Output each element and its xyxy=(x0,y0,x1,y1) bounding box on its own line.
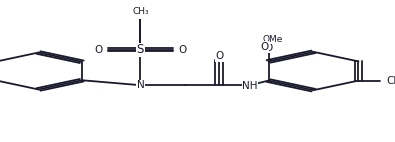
Text: CH₃: CH₃ xyxy=(132,7,149,16)
Text: N: N xyxy=(137,80,144,90)
Text: OMe: OMe xyxy=(262,35,282,44)
Text: O: O xyxy=(264,43,273,53)
Text: O: O xyxy=(215,51,223,61)
Text: NH: NH xyxy=(242,81,258,91)
Text: O: O xyxy=(261,41,269,52)
Text: O: O xyxy=(94,45,102,55)
Text: Cl: Cl xyxy=(386,76,395,86)
Text: S: S xyxy=(137,43,144,56)
Text: O: O xyxy=(179,45,187,55)
Text: S: S xyxy=(137,6,144,19)
